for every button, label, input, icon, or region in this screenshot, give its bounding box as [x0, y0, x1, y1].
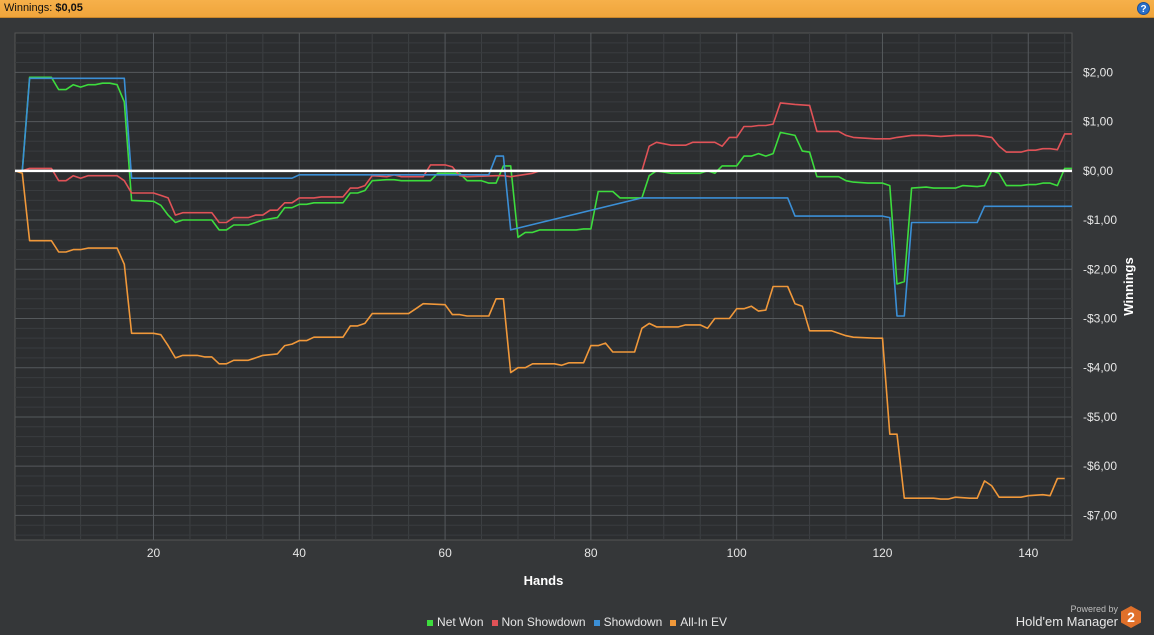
top-bar: Winnings: $0,05 ?	[0, 0, 1154, 18]
y-tick-label: -$3,00	[1083, 311, 1117, 325]
legend-item[interactable]: Net Won	[427, 615, 484, 629]
y-axis-title: Winnings	[1121, 257, 1136, 315]
y-tick-label: -$6,00	[1083, 459, 1117, 473]
y-tick-label: $0,00	[1083, 164, 1113, 178]
product-name: Hold'em Manager	[1015, 614, 1118, 629]
legend-label: Non Showdown	[501, 615, 586, 629]
winnings-summary: Winnings: $0,05	[4, 2, 83, 14]
chart-legend: Net Won Non Showdown Showdown All-In EV	[0, 615, 1154, 629]
powered-by-brand: Powered by Hold'em Manager	[1016, 604, 1118, 630]
legend-item[interactable]: All-In EV	[670, 615, 727, 629]
y-tick-label: -$2,00	[1083, 262, 1117, 276]
legend-item[interactable]: Showdown	[593, 615, 663, 629]
y-tick-label: -$4,00	[1083, 361, 1117, 375]
legend-label: Net Won	[437, 615, 484, 629]
winnings-chart: 20 40 60 80 100 120 140 $2,00 $1,00 $0,00 -$1,00 -$…	[14, 32, 1136, 588]
winnings-value: $0,05	[55, 2, 83, 14]
legend-label: All-In EV	[680, 615, 727, 629]
series-line-showdown	[15, 77, 1072, 317]
y-tick-label: $1,00	[1083, 115, 1113, 129]
x-tick-label: 120	[872, 546, 892, 560]
help-icon[interactable]: ?	[1137, 2, 1150, 15]
x-tick-label: 20	[147, 546, 161, 560]
y-tick-label: -$7,00	[1083, 508, 1117, 522]
x-axis-title: Hands	[524, 573, 564, 588]
y-tick-label: -$1,00	[1083, 213, 1117, 227]
series-line-non-showdown	[15, 102, 1072, 224]
x-tick-label: 80	[584, 546, 598, 560]
powered-by-label: Powered by	[1070, 604, 1118, 614]
x-tick-label: 140	[1018, 546, 1038, 560]
legend-swatch	[593, 619, 600, 626]
y-tick-label: -$5,00	[1083, 410, 1117, 424]
plot-area	[14, 32, 1073, 541]
winnings-label: Winnings:	[4, 2, 53, 14]
series-line-all-in-ev	[14, 170, 1065, 500]
series-line-net-won	[15, 76, 1072, 285]
x-tick-label: 100	[727, 546, 747, 560]
legend-swatch	[491, 619, 498, 626]
legend-label: Showdown	[603, 615, 663, 629]
hem-logo-icon: 2	[1121, 606, 1141, 628]
x-tick-label: 60	[438, 546, 452, 560]
legend-swatch	[427, 619, 434, 626]
y-tick-label: $2,00	[1083, 65, 1113, 79]
x-tick-label: 40	[293, 546, 307, 560]
legend-item[interactable]: Non Showdown	[491, 615, 586, 629]
logo-digit: 2	[1127, 609, 1135, 625]
legend-swatch	[670, 619, 677, 626]
